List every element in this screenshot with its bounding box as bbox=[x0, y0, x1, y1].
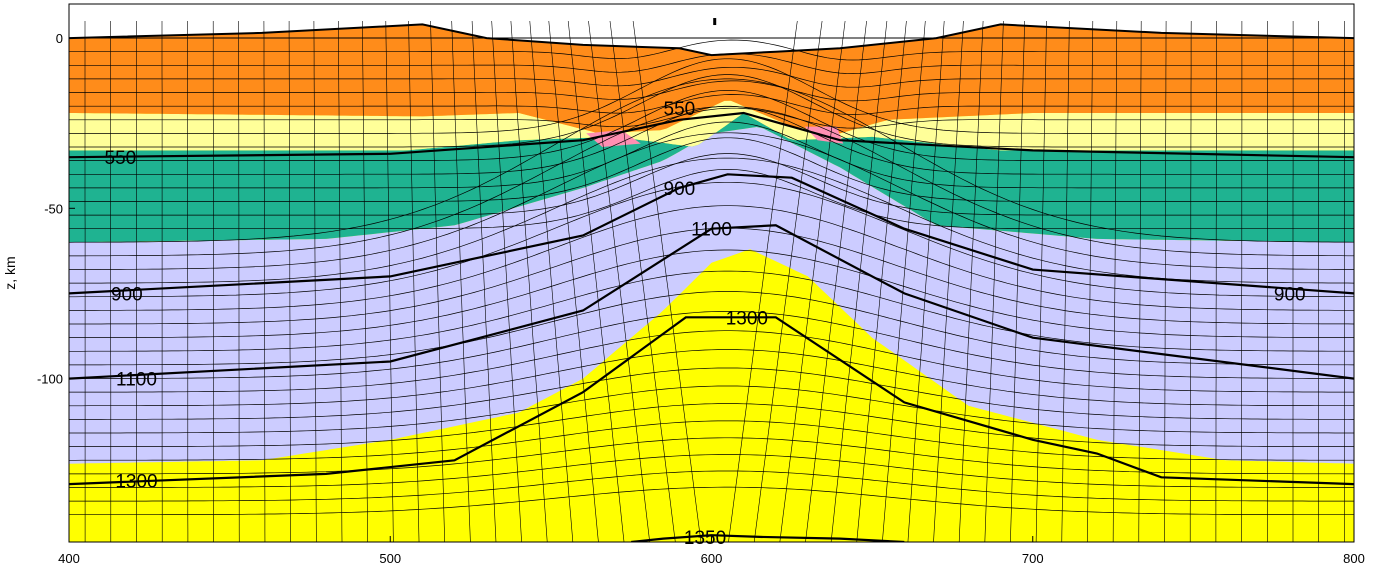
mesh-line bbox=[907, 20, 945, 542]
mesh-line bbox=[69, 367, 1354, 420]
x-tick-label: 500 bbox=[379, 551, 401, 566]
mesh-line bbox=[69, 169, 1354, 230]
mesh-line bbox=[408, 20, 420, 542]
y-tick-label: -100 bbox=[37, 372, 63, 387]
mesh-line bbox=[753, 20, 823, 542]
mesh-line bbox=[958, 20, 984, 542]
x-tick-label: 700 bbox=[1022, 551, 1044, 566]
mesh-line bbox=[313, 20, 317, 542]
mesh-line bbox=[1215, 21, 1217, 542]
mesh-line bbox=[69, 78, 1354, 243]
topographic-surface bbox=[69, 23, 1354, 57]
mesh-line bbox=[69, 74, 1354, 148]
mesh-line bbox=[1112, 20, 1118, 542]
mesh-line bbox=[69, 66, 1354, 88]
mesh-line bbox=[779, 20, 846, 542]
x-tick-label: 800 bbox=[1343, 551, 1365, 566]
mesh-line bbox=[882, 20, 926, 542]
mesh-line bbox=[1164, 20, 1167, 542]
mesh-line bbox=[1061, 20, 1070, 542]
mesh-line bbox=[609, 20, 676, 542]
mesh-line bbox=[1189, 20, 1192, 542]
mesh-line bbox=[69, 403, 1354, 447]
mesh-line bbox=[69, 137, 1354, 202]
isotherm-label: 1100 bbox=[691, 220, 732, 241]
isotherm-label: 900 bbox=[111, 284, 143, 305]
isotherm-label: 1300 bbox=[726, 308, 768, 329]
isotherm-label: 900 bbox=[664, 179, 696, 200]
y-tick-label: 0 bbox=[56, 31, 63, 46]
rift-center-marker bbox=[713, 18, 717, 26]
mesh-line bbox=[69, 454, 1354, 488]
mesh-line bbox=[69, 39, 1354, 61]
middle-crust-layer bbox=[69, 100, 1354, 151]
isotherm-1350 bbox=[631, 534, 905, 542]
mesh-line bbox=[69, 349, 1354, 407]
isotherm-label: 550 bbox=[664, 99, 696, 120]
mesh-line bbox=[362, 20, 369, 542]
isotherm-label: 1350 bbox=[684, 528, 726, 549]
mesh-line bbox=[69, 90, 1354, 161]
isotherm-label: 900 bbox=[1274, 284, 1306, 305]
mesh-line bbox=[984, 20, 1004, 542]
mesh-line bbox=[491, 20, 522, 542]
y-tick-label: -50 bbox=[44, 201, 63, 216]
mesh-line bbox=[588, 20, 651, 542]
mesh-line bbox=[338, 20, 343, 542]
mesh-line bbox=[69, 470, 1354, 502]
sky-region bbox=[69, 4, 1354, 56]
mesh-line bbox=[510, 20, 548, 542]
mesh-line bbox=[529, 20, 574, 542]
lower-crust-layer bbox=[69, 113, 1354, 243]
mesh-line bbox=[471, 20, 497, 542]
mesh-line bbox=[263, 20, 266, 542]
mesh-line bbox=[548, 20, 599, 542]
isotherm-550 bbox=[69, 111, 1354, 159]
isotherm-1100 bbox=[69, 224, 1354, 380]
mesh-line bbox=[69, 486, 1354, 516]
isotherm-label: 1100 bbox=[116, 370, 157, 391]
isotherm-900 bbox=[69, 173, 1354, 295]
mesh-line bbox=[1035, 20, 1047, 542]
mesh-line bbox=[69, 121, 1354, 189]
mesh-line bbox=[288, 21, 291, 542]
mesh-line bbox=[451, 20, 471, 542]
mesh-line bbox=[856, 20, 907, 542]
y-axis-title: z, km bbox=[2, 256, 18, 289]
isotherm-1300 bbox=[69, 316, 1354, 486]
mesh-line bbox=[632, 20, 702, 542]
mesh-line bbox=[69, 58, 1354, 134]
mesh-line bbox=[728, 20, 798, 542]
isotherm-label: 550 bbox=[105, 148, 137, 169]
mesh-line bbox=[1087, 20, 1094, 542]
mesh-line bbox=[1010, 20, 1025, 542]
mesh-line bbox=[830, 20, 888, 542]
mesh-line bbox=[69, 420, 1354, 461]
x-tick-label: 600 bbox=[701, 551, 723, 566]
mesh-line bbox=[69, 80, 1354, 102]
mesh-line bbox=[933, 20, 964, 542]
mesh-line bbox=[69, 106, 1354, 257]
mesh-line bbox=[69, 437, 1354, 475]
mesh-line bbox=[385, 20, 394, 542]
mesh-line bbox=[1138, 20, 1142, 542]
mesh-line bbox=[69, 385, 1354, 434]
mesh-line bbox=[69, 94, 1354, 115]
isotherm-label: 1300 bbox=[115, 472, 157, 493]
mesh-line bbox=[567, 20, 625, 542]
mesh-line bbox=[69, 107, 1354, 129]
x-tick-label: 400 bbox=[58, 551, 80, 566]
mesh-line bbox=[69, 153, 1354, 216]
mesh-line bbox=[805, 20, 867, 542]
